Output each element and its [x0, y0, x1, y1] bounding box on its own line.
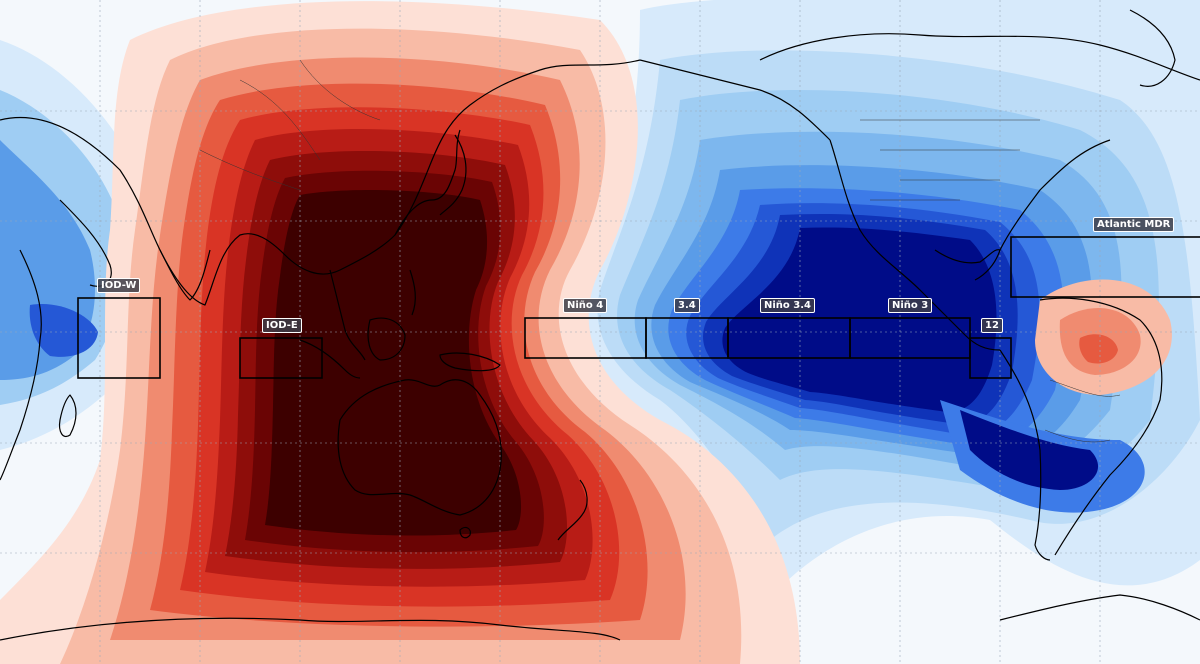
- region-label-nino-4: Niño 4: [563, 298, 608, 313]
- region-label-atlantic-mdr: Atlantic MDR: [1093, 217, 1175, 232]
- coast-alaska: [639, 59, 831, 141]
- region-label-iod-w: IOD-W: [97, 278, 141, 293]
- index-region-boxes: [77, 236, 1200, 379]
- coast-antarctica-east: [999, 594, 1200, 621]
- region-label-iod-e: IOD-E: [262, 318, 302, 333]
- coast-sumatra: [299, 339, 361, 379]
- region-label-nino-12: 12: [981, 318, 1003, 333]
- coast-sa-west: [999, 349, 1051, 561]
- coast-africa-east: [0, 249, 42, 481]
- coast-borneo: [367, 317, 406, 361]
- coast-china-korea: [394, 129, 461, 236]
- region-label-nino-3-4: Niño 3.4: [760, 298, 815, 313]
- region-label-nino-3: Niño 3: [888, 298, 933, 313]
- cool-anomaly-field: [0, 0, 1200, 610]
- coast-madagascar: [58, 394, 77, 438]
- coast-new-guinea: [439, 352, 501, 372]
- coast-na-east: [974, 139, 1111, 281]
- coast-tasmania: [459, 526, 471, 539]
- region-box-iod-w: [77, 297, 161, 379]
- region-box-nino-12: [969, 337, 1012, 379]
- coast-canada-north: [759, 33, 1200, 81]
- coast-greenland: [1129, 9, 1176, 87]
- warm-anomaly-field: [0, 1, 1172, 664]
- region-box-iod-e: [239, 337, 323, 379]
- coast-indochina: [329, 269, 366, 361]
- coast-philippines: [409, 269, 416, 316]
- coast-australia: [337, 379, 502, 516]
- coast-na-west: [829, 139, 1001, 351]
- coast-japan: [439, 134, 467, 216]
- coast-gulf: [934, 249, 1001, 264]
- region-box-atlantic-mdr: [1010, 236, 1200, 298]
- coast-new-zealand: [557, 479, 588, 541]
- coast-antarctica: [0, 617, 621, 641]
- coast-asia: [0, 59, 641, 306]
- coast-sa-east: [1039, 297, 1163, 556]
- country-borders: [199, 59, 1121, 443]
- region-label-nino-3-4-short: 3.4: [674, 298, 700, 313]
- coast-india: [159, 249, 211, 301]
